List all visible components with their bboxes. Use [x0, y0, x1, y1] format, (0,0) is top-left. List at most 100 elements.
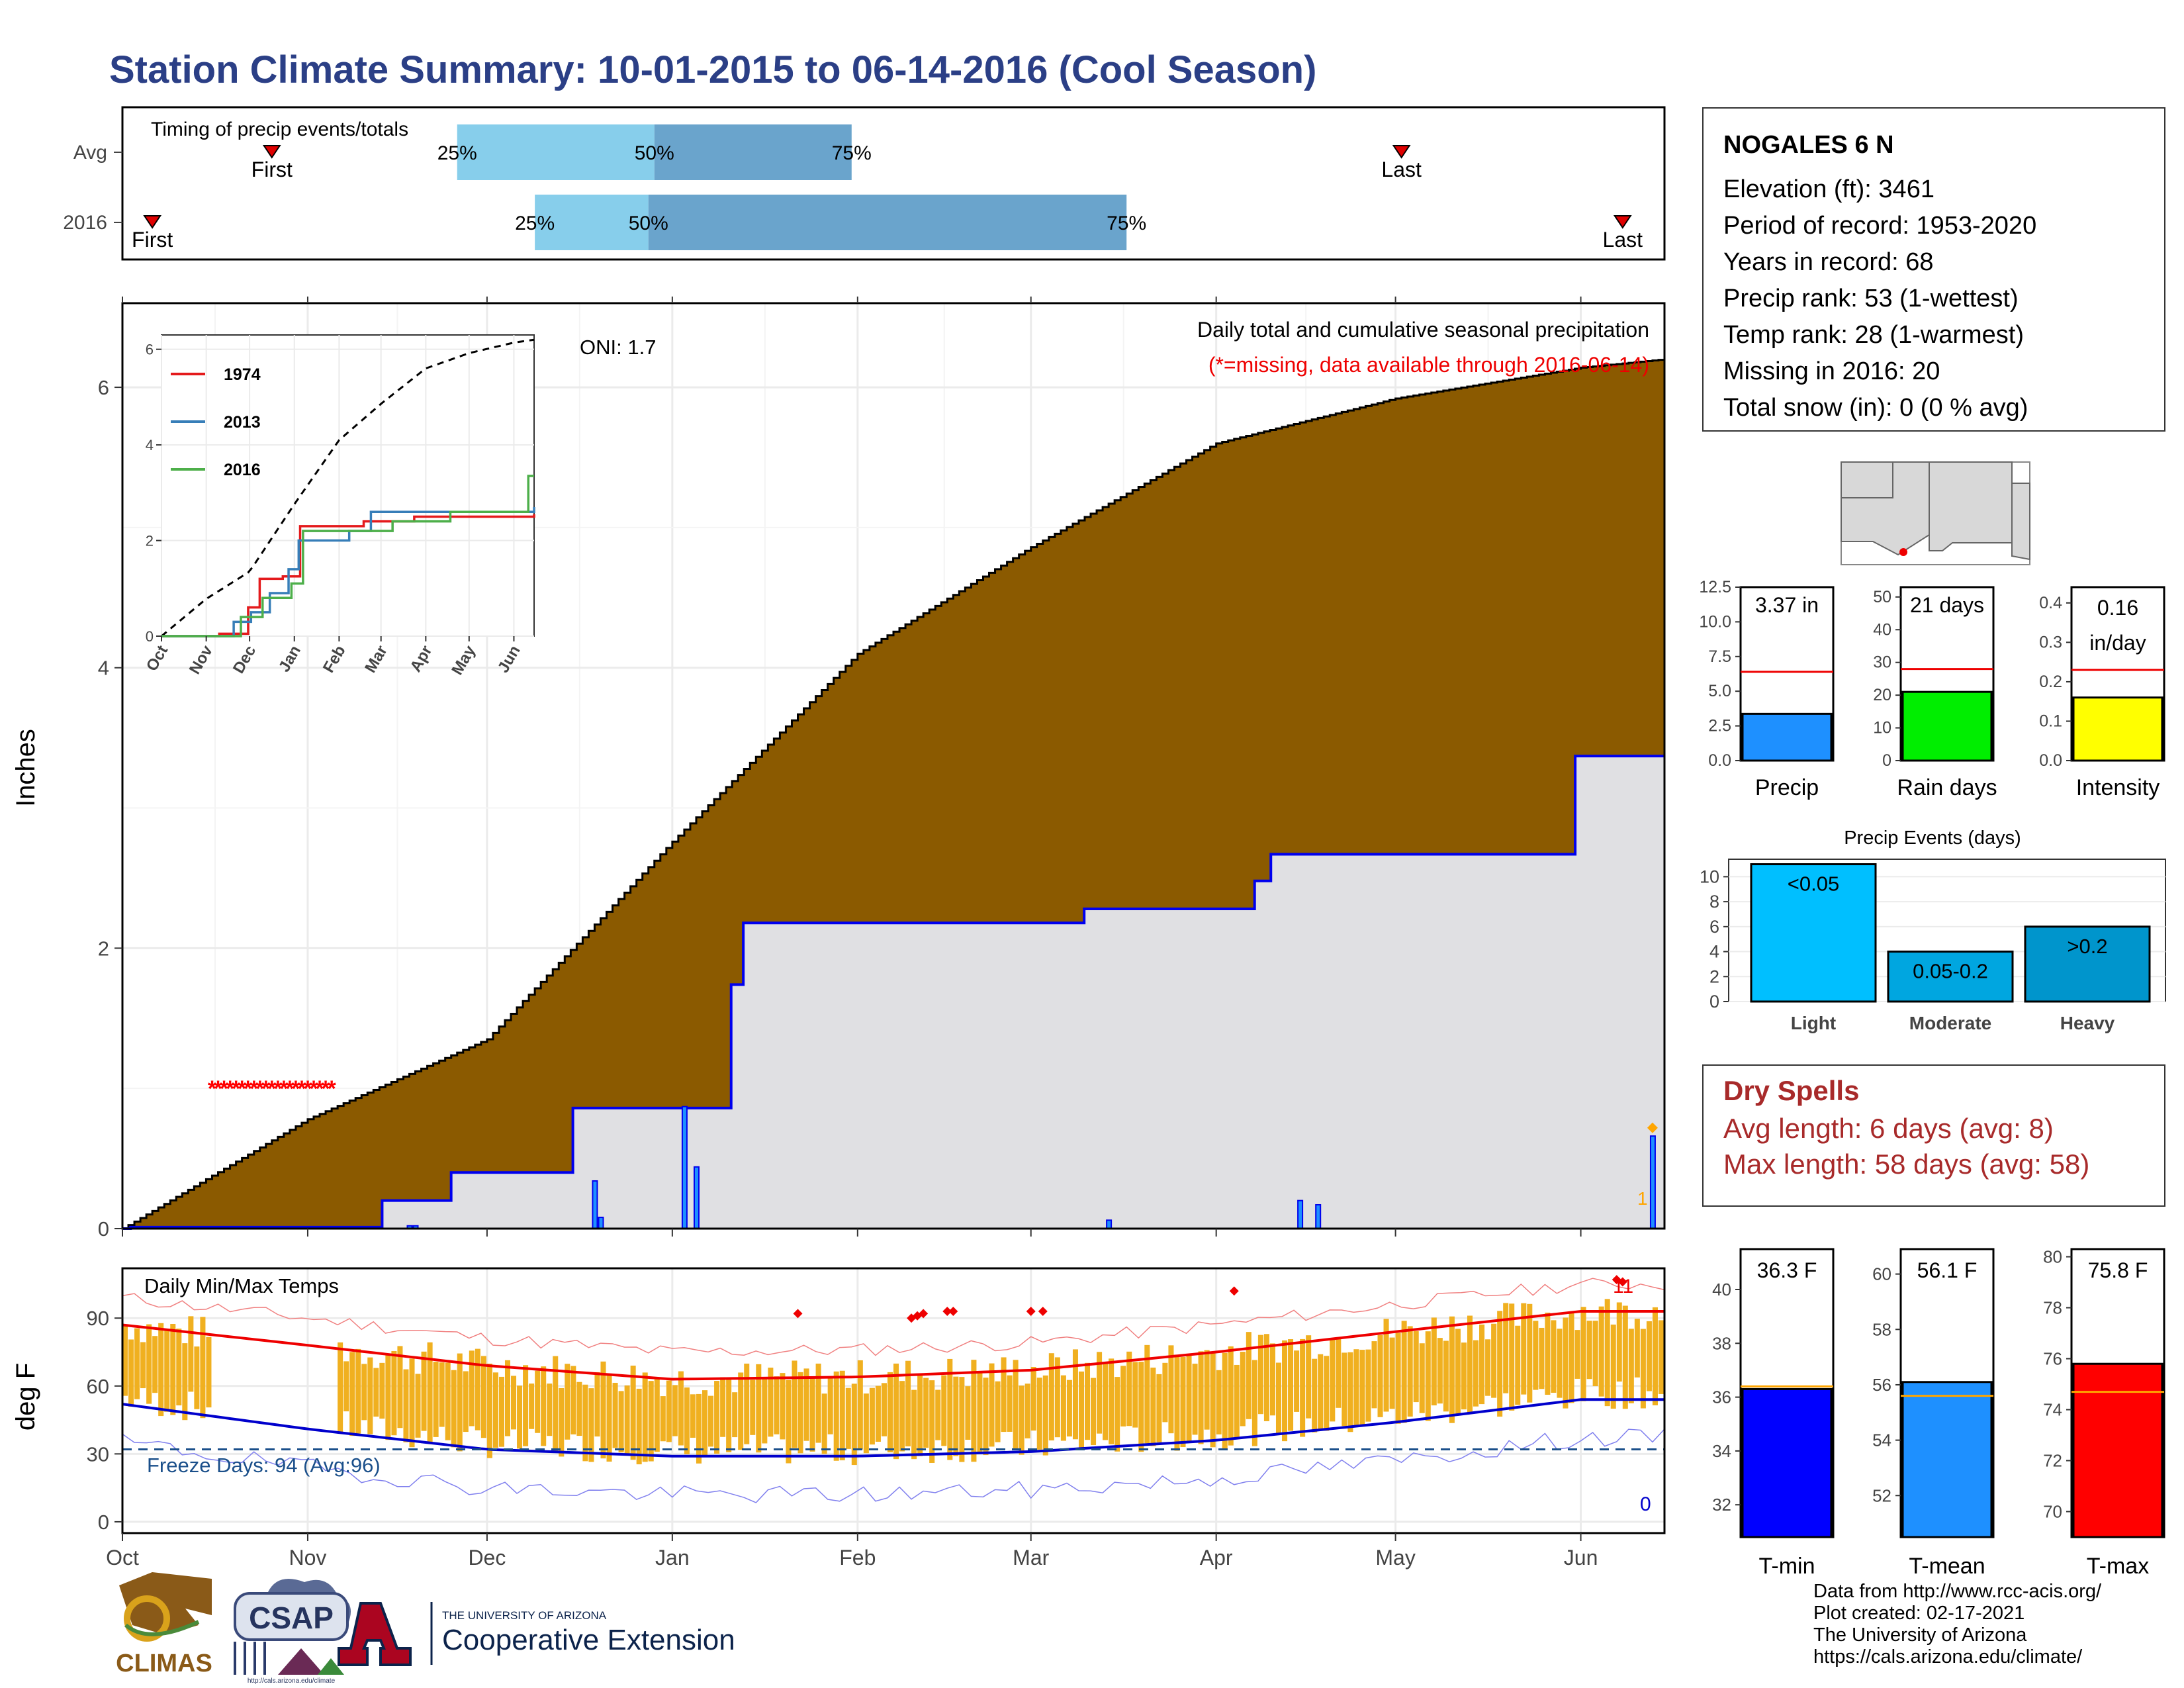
daily-temp-bar: [893, 1363, 899, 1460]
missing-day-mark: *: [327, 1076, 336, 1102]
timing-first-label: First: [251, 158, 293, 181]
daily-temp-bar: [576, 1382, 582, 1436]
inset-legend-label: 2013: [224, 413, 261, 432]
daily-temp-bar: [672, 1385, 678, 1436]
inset-ytick-label: 2: [146, 533, 154, 549]
credit-line-created: Plot created: 02-17-2021: [1813, 1603, 2025, 1624]
daily-temp-bar: [421, 1351, 427, 1431]
daily-temp-bar: [1222, 1352, 1228, 1450]
timing-row-avg-label: Avg: [73, 142, 107, 164]
daily-temp-bar: [1078, 1371, 1084, 1448]
daily-temp-bar: [1066, 1380, 1072, 1437]
locator-map: [1841, 461, 2030, 565]
daily-temp-bar: [1288, 1339, 1294, 1431]
daily-temp-bar: [797, 1372, 803, 1454]
daily-temp-bar: [498, 1376, 504, 1447]
daily-temp-bar: [965, 1386, 971, 1440]
daily-temp-bar: [738, 1372, 744, 1450]
daily-temp-bar: [1551, 1320, 1557, 1393]
station-snow: Total snow (in): 0 (0 % avg): [1723, 394, 2028, 422]
daily-temp-bar: [1054, 1357, 1060, 1438]
temp-summary-ytick-label: 58: [1872, 1319, 1891, 1339]
inset-ytick-label: 6: [146, 342, 154, 358]
daily-temp-bar: [338, 1342, 343, 1433]
inset-grid: [161, 335, 534, 637]
page-title: Station Climate Summary: 10-01-2015 to 0…: [109, 48, 1317, 91]
daily-temp-bar: [995, 1381, 1001, 1442]
daily-temp-bar: [367, 1357, 373, 1434]
daily-temp-bar: [457, 1353, 463, 1452]
daily-temp-bar: [708, 1395, 714, 1447]
daily-temp-bar: [570, 1366, 576, 1434]
daily-temp-bar: [1545, 1312, 1551, 1395]
daily-temp-bar: [391, 1350, 397, 1436]
inset-avg-line: [161, 338, 535, 637]
temp-summary-tmean-label: T-mean: [1909, 1554, 1985, 1579]
inset-year-line: [161, 475, 534, 637]
daily-temp-bar: [917, 1375, 923, 1456]
daily-temp-bar: [1443, 1340, 1449, 1412]
csap-logo: CSAP http://cals.arizona.edu/climate: [234, 1579, 351, 1685]
daily-temp-bar: [780, 1373, 786, 1440]
timing-last-marker: [1613, 215, 1632, 229]
record-high-marker: [1617, 1277, 1627, 1287]
events-ytick-label: 4: [1709, 942, 1719, 962]
daily-temp-bar: [827, 1378, 833, 1434]
daily-temp-bar: [792, 1360, 797, 1448]
mini-ytick-label: 5.0: [1708, 682, 1731, 700]
daily-temp-bar: [1324, 1356, 1330, 1431]
events-bar: [1887, 951, 2014, 1003]
missing-day-mark: *: [267, 1076, 277, 1102]
daily-temp-bar: [636, 1388, 642, 1465]
daily-temp-bar: [547, 1383, 553, 1436]
daily-temp-bar: [146, 1324, 152, 1404]
daily-temp-bar: [887, 1372, 893, 1453]
mini-intensity-value: 0.16: [2097, 596, 2138, 620]
daily-temp-bar: [1269, 1343, 1275, 1416]
daily-temp-bar: [529, 1383, 535, 1429]
daily-temp-bar: [1216, 1370, 1222, 1434]
daily-temp-bar: [343, 1361, 349, 1412]
daily-temp-bar: [1640, 1329, 1646, 1409]
daily-temp-bar: [463, 1371, 469, 1432]
timing-bar-50-75: [648, 195, 1127, 250]
daily-temp-bar: [1042, 1375, 1048, 1456]
missing-day-mark: *: [291, 1076, 300, 1102]
station-elevation: Elevation (ft): 3461: [1723, 175, 1934, 203]
daily-temp-bar: [559, 1387, 565, 1457]
credit-line-source: Data from http://www.rcc-acis.org/: [1813, 1581, 2102, 1602]
temp-summary-tmean-value: 56.1 F: [1917, 1258, 1978, 1282]
record-low-count: 0: [1640, 1493, 1651, 1515]
mini-ytick-label: 0: [1882, 751, 1891, 770]
daily-temp-bar: [630, 1365, 636, 1460]
precip-x-ticks: [122, 297, 1582, 1237]
timing-first-label: First: [132, 228, 173, 252]
daily-temp-bar: [726, 1377, 732, 1452]
timing-p75-label: 75%: [1107, 212, 1146, 234]
daily-temp-bar: [553, 1356, 559, 1453]
csap-logo-text: CSAP: [249, 1601, 334, 1635]
daily-temp-bar: [1569, 1311, 1574, 1403]
daily-precip-bar: [1297, 1199, 1304, 1229]
daily-temp-bar: [1503, 1303, 1509, 1393]
daily-temp-bar: [1251, 1360, 1257, 1446]
ua-small-text: THE UNIVERSITY OF ARIZONA: [442, 1609, 607, 1622]
temp-summary-tmin-value: 36.3 F: [1757, 1258, 1817, 1282]
station-period: Period of record: 1953-2020: [1723, 212, 2037, 240]
daily-temp-bar: [594, 1372, 600, 1437]
daily-temp-bar: [373, 1368, 379, 1417]
temp-summary-ytick-label: 72: [2043, 1451, 2062, 1471]
temp-summary-ytick-label: 70: [2043, 1502, 2062, 1522]
missing-day-mark: *: [261, 1076, 271, 1102]
daily-temp-bar: [863, 1393, 869, 1454]
daily-temp-bar: [809, 1377, 815, 1452]
oni-label: ONI: 1.7: [580, 336, 656, 359]
inset-xtick-label: Oct: [143, 643, 171, 675]
daily-temp-bar: [1473, 1340, 1479, 1407]
climas-logo: CLIMAS: [116, 1572, 212, 1677]
daily-temp-bar: [612, 1382, 618, 1448]
daily-temp-bar: [1521, 1303, 1527, 1395]
daily-temp-bar: [1353, 1349, 1359, 1426]
precip-missing-caption: (*=missing, data available through 2016-…: [1208, 353, 1649, 377]
